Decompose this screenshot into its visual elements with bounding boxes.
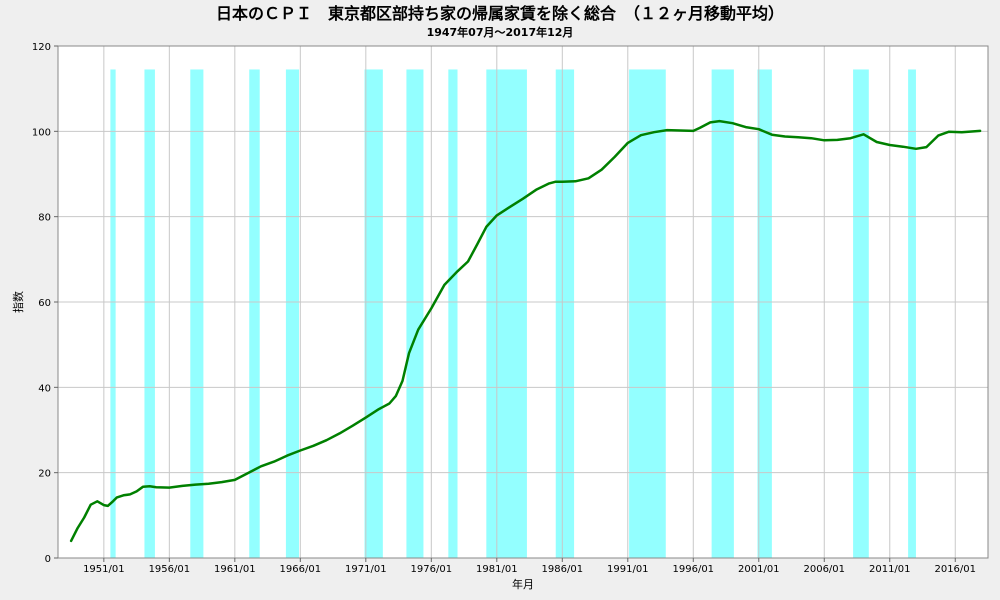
shaded-band bbox=[908, 69, 916, 558]
y-tick-label: 40 bbox=[38, 383, 51, 394]
shaded-band bbox=[555, 69, 575, 558]
y-tick-label: 60 bbox=[38, 298, 51, 309]
x-tick-label: 1966/01 bbox=[280, 564, 322, 575]
shaded-band bbox=[757, 69, 772, 558]
x-tick-label: 1956/01 bbox=[149, 564, 191, 575]
shaded-band bbox=[190, 69, 204, 558]
shaded-band bbox=[711, 69, 734, 558]
x-tick-label: 1951/01 bbox=[83, 564, 125, 575]
shaded-band bbox=[629, 69, 666, 558]
x-tick-label: 1981/01 bbox=[476, 564, 518, 575]
y-tick-label: 0 bbox=[45, 554, 51, 565]
x-tick-label: 2006/01 bbox=[803, 564, 845, 575]
x-tick-label: 1991/01 bbox=[607, 564, 649, 575]
shaded-band bbox=[144, 69, 155, 558]
series-line bbox=[69, 119, 982, 543]
x-tick-label: 2016/01 bbox=[934, 564, 976, 575]
x-tick-label: 2001/01 bbox=[738, 564, 780, 575]
shaded-band bbox=[406, 69, 424, 558]
x-tick-label: 2011/01 bbox=[869, 564, 911, 575]
shaded-bands bbox=[110, 69, 916, 558]
shaded-band bbox=[249, 69, 260, 558]
x-tick-label: 1961/01 bbox=[214, 564, 256, 575]
y-tick-label: 120 bbox=[32, 42, 51, 53]
shaded-band bbox=[285, 69, 300, 558]
chart-subtitle: 1947年07月～2017年12月 bbox=[427, 25, 574, 39]
shaded-band bbox=[110, 69, 116, 558]
y-tick-label: 20 bbox=[38, 469, 51, 480]
x-axis-ticks: 1951/01 1956/01 1961/01 1966/01 1971/01 1976/… bbox=[83, 558, 976, 575]
x-tick-label: 1996/01 bbox=[673, 564, 715, 575]
chart-title: 日本のＣＰＩ 東京都区部持ち家の帰属家賃を除く総合 （１２ヶ月移動平均） bbox=[216, 4, 784, 23]
x-tick-label: 1976/01 bbox=[411, 564, 453, 575]
y-tick-label: 100 bbox=[32, 127, 51, 138]
y-tick-label: 80 bbox=[38, 213, 51, 224]
x-tick-label: 1986/01 bbox=[542, 564, 584, 575]
x-tick-label: 1971/01 bbox=[345, 564, 387, 575]
y-axis-label: 指数 bbox=[11, 291, 25, 313]
shaded-band bbox=[364, 69, 383, 558]
shaded-band bbox=[448, 69, 458, 558]
series-layer bbox=[69, 119, 982, 543]
shaded-band bbox=[486, 69, 527, 558]
x-axis-label: 年月 bbox=[512, 577, 534, 591]
y-axis-ticks: 0 20 40 60 80 100 120 bbox=[32, 42, 58, 565]
shaded-band bbox=[853, 69, 869, 558]
